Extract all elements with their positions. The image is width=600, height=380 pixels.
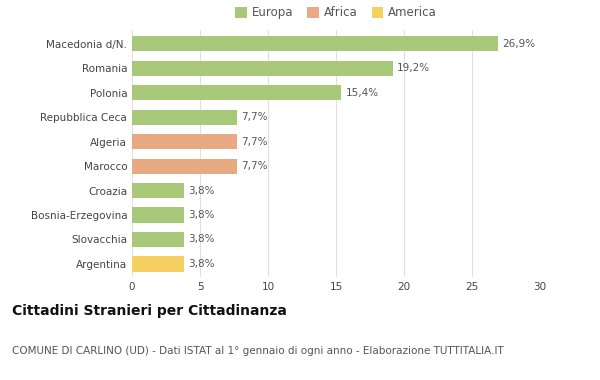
Bar [132, 183, 184, 198]
Text: 15,4%: 15,4% [346, 88, 379, 98]
Bar [132, 158, 237, 174]
Text: COMUNE DI CARLINO (UD) - Dati ISTAT al 1° gennaio di ogni anno - Elaborazione TU: COMUNE DI CARLINO (UD) - Dati ISTAT al 1… [12, 346, 504, 356]
Text: 7,7%: 7,7% [241, 161, 268, 171]
Text: 26,9%: 26,9% [502, 39, 535, 49]
Bar [132, 61, 393, 76]
Bar [132, 36, 498, 51]
Text: 3,8%: 3,8% [188, 185, 214, 196]
Text: 7,7%: 7,7% [241, 137, 268, 147]
Legend: Europa, Africa, America: Europa, Africa, America [230, 2, 442, 24]
Text: Cittadini Stranieri per Cittadinanza: Cittadini Stranieri per Cittadinanza [12, 304, 287, 318]
Text: 3,8%: 3,8% [188, 234, 214, 244]
Bar [132, 207, 184, 223]
Bar [132, 134, 237, 149]
Text: 3,8%: 3,8% [188, 210, 214, 220]
Text: 19,2%: 19,2% [397, 63, 430, 73]
Bar [132, 85, 341, 100]
Bar [132, 110, 237, 125]
Text: 3,8%: 3,8% [188, 259, 214, 269]
Text: 7,7%: 7,7% [241, 112, 268, 122]
Bar [132, 232, 184, 247]
Bar [132, 256, 184, 272]
